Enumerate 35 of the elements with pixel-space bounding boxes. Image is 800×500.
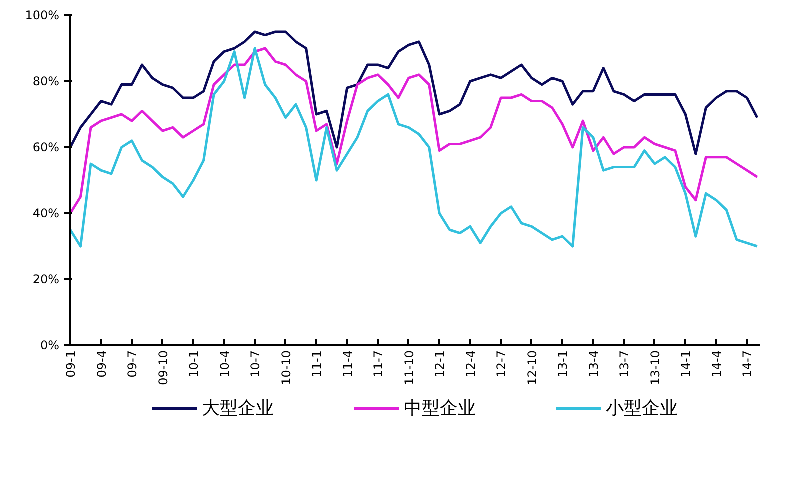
legend-label: 大型企业 (202, 397, 274, 420)
x-tick-label: 09-7 (126, 350, 140, 378)
x-tick-label: 14-1 (679, 350, 694, 378)
y-tick-label: 80% (32, 74, 60, 88)
x-tick-label: 13-1 (556, 350, 570, 378)
x-tick-label: 12-10 (525, 350, 540, 386)
x-tick-label: 09-1 (64, 350, 78, 378)
x-tick-label: 12-4 (464, 350, 478, 378)
x-tick-label: 12-7 (494, 350, 509, 378)
x-tick-label: 13-7 (618, 350, 632, 378)
x-tick-label: 11-1 (310, 350, 324, 378)
y-tick-label: 60% (32, 140, 60, 154)
x-tick-label: 14-4 (710, 350, 724, 378)
x-tick-label: 14-7 (740, 350, 755, 378)
x-tick-label: 09-4 (94, 350, 109, 378)
y-tick-label: 100% (25, 8, 60, 22)
x-tick-label: 13-4 (586, 350, 601, 378)
y-tick-label: 40% (32, 206, 60, 220)
x-tick-label: 11-10 (402, 350, 416, 386)
x-tick-label: 10-10 (279, 350, 294, 386)
x-tick-label: 10-1 (187, 350, 202, 378)
legend-label: 中型企业 (404, 397, 476, 420)
x-tick-label: 11-4 (340, 350, 355, 378)
x-tick-label: 10-7 (248, 350, 263, 378)
x-tick-label: 13-10 (648, 350, 662, 386)
line-series (70, 30, 759, 156)
legend-label: 小型企业 (606, 397, 678, 420)
y-tick-label: 0% (40, 338, 60, 352)
line-series (70, 47, 759, 248)
x-tick-label: 10-4 (218, 350, 232, 378)
x-tick-label: 12-1 (433, 350, 448, 378)
y-tick-label: 20% (32, 272, 60, 286)
x-tick-label: 09-10 (156, 350, 170, 386)
line-series (70, 47, 759, 215)
x-tick-label: 11-7 (372, 350, 386, 378)
